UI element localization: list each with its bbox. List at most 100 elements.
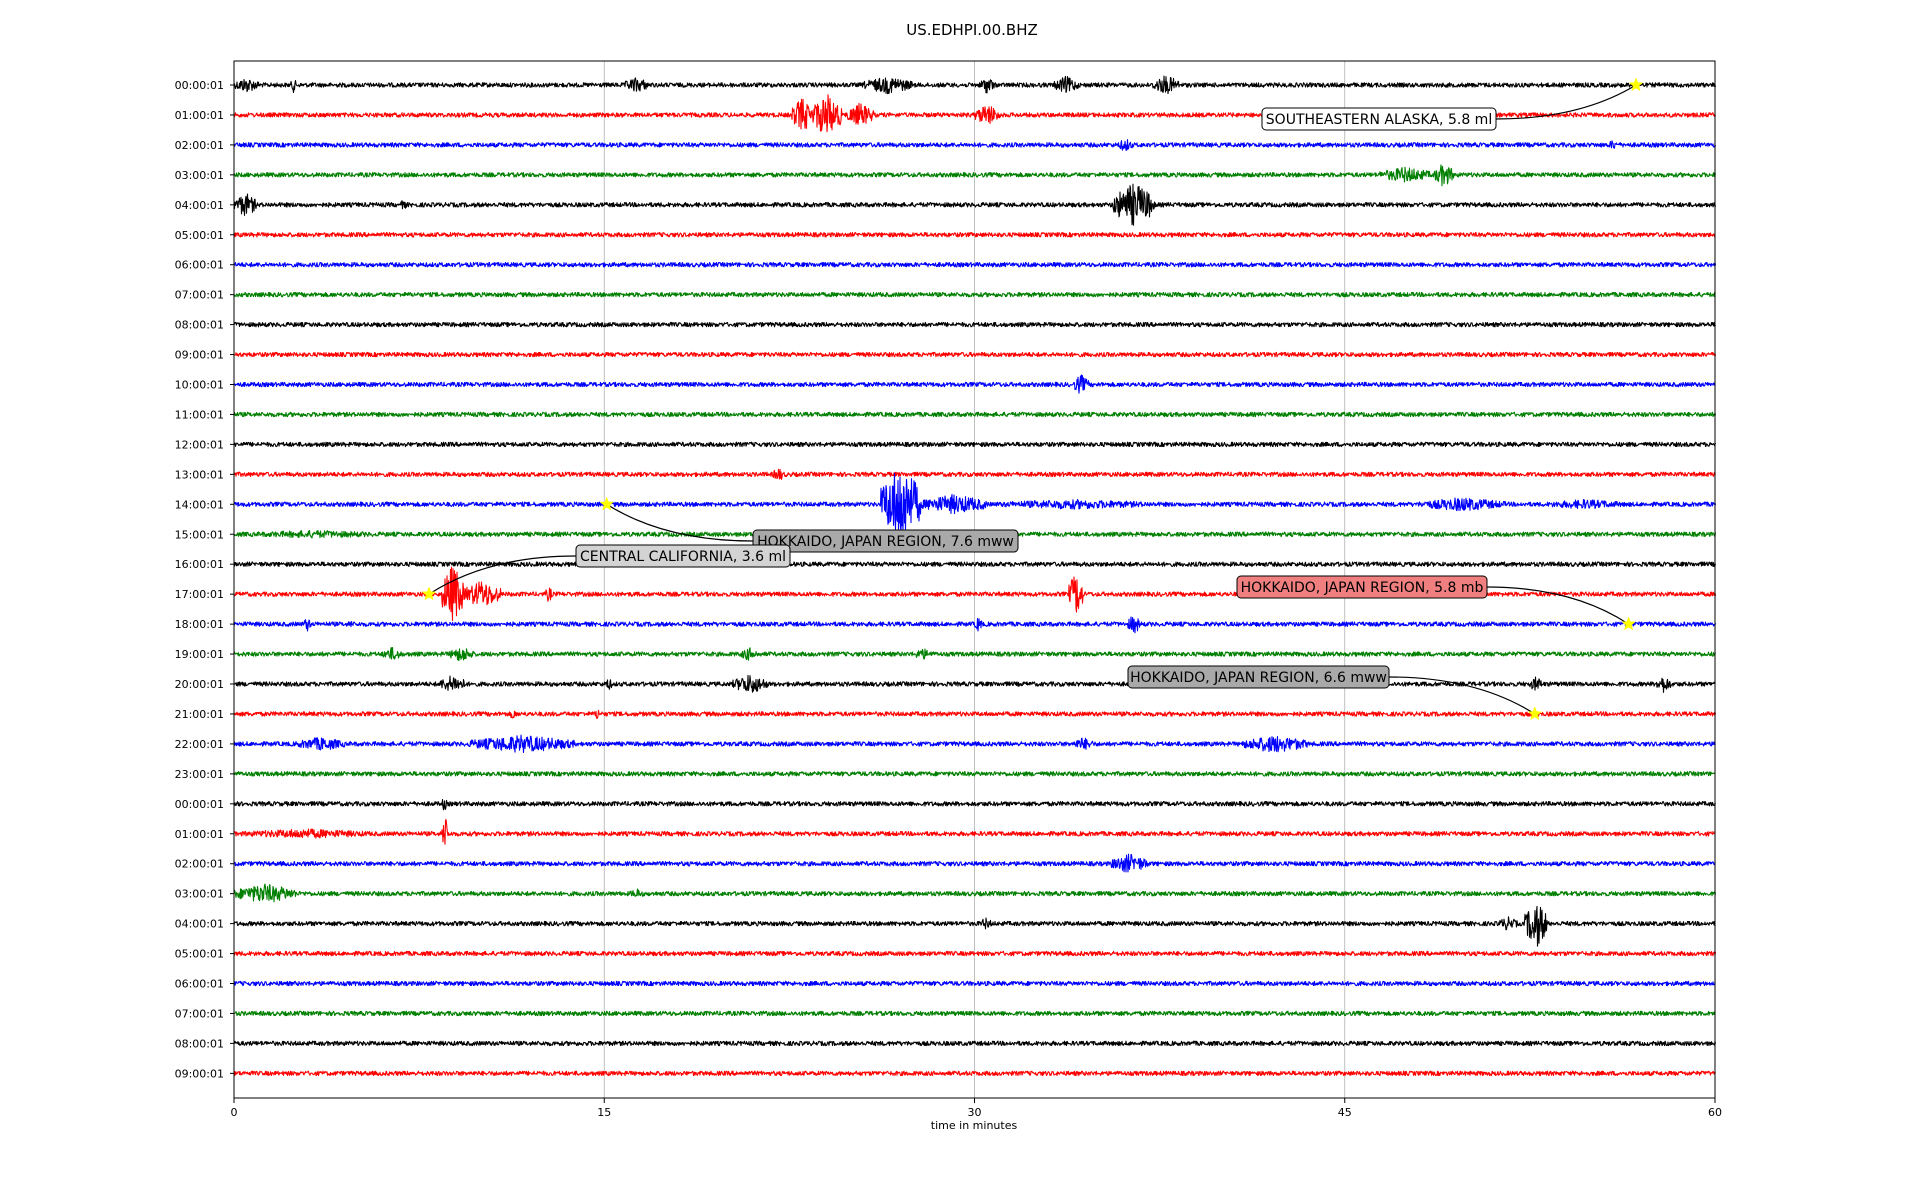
y-tick-label: 06:00:01 [175,978,224,991]
trace-row-16 [233,561,1717,567]
event-star-marker [1527,706,1543,721]
y-tick-label: 10:00:01 [175,379,224,392]
x-tick-label: 0 [231,1106,238,1119]
trace-row-29 [233,950,1717,957]
y-tick-label: 21:00:01 [175,708,224,721]
y-tick-label: 09:00:01 [175,349,224,362]
trace-row-2 [233,139,1717,151]
event-connector [428,555,577,595]
trace-row-22 [233,734,1716,754]
event-label: HOKKAIDO, JAPAN REGION, 5.8 mb [1241,580,1484,596]
event-label: SOUTHEASTERN ALASKA, 5.8 ml [1266,112,1492,128]
y-tick-label: 07:00:01 [175,1007,224,1020]
event-annotation: HOKKAIDO, JAPAN REGION, 5.8 mb [1236,575,1636,631]
y-tick-label: 18:00:01 [175,618,224,631]
x-axis-label: time in minutes [931,1119,1018,1132]
y-tick-label: 13:00:01 [175,468,224,481]
y-tick-label: 09:00:01 [175,1067,224,1080]
y-tick-label: 07:00:01 [175,289,224,302]
trace-row-18 [233,616,1717,634]
x-tick-labels: 0 15 30 45 60 [231,1098,1722,1119]
x-tick-label: 45 [1338,1106,1352,1119]
event-star-marker [421,586,437,601]
trace-row-13 [233,468,1716,480]
trace-row-20 [233,674,1716,693]
event-label: HOKKAIDO, JAPAN REGION, 6.6 mww [1130,670,1387,686]
y-tick-label: 14:00:01 [175,498,224,511]
event-star-marker [1628,77,1644,92]
trace-row-25 [233,818,1716,845]
trace-row-5 [233,232,1716,238]
y-tick-label: 16:00:01 [175,558,224,571]
event-label: HOKKAIDO, JAPAN REGION, 7.6 mww [757,534,1014,550]
trace-row-8 [233,321,1716,328]
event-annotation: HOKKAIDO, JAPAN REGION, 7.6 mww [599,496,1019,553]
x-tick-label: 30 [968,1106,982,1119]
y-tick-label: 11:00:01 [175,408,224,421]
y-tick-label: 05:00:01 [175,229,224,242]
trace-row-24 [233,798,1717,811]
event-annotation: HOKKAIDO, JAPAN REGION, 6.6 mww [1127,665,1543,721]
trace-row-19 [233,647,1717,661]
trace-row-10 [233,374,1716,394]
trace-row-28 [233,905,1716,947]
trace-row-23 [233,771,1716,777]
x-tick-label: 15 [597,1106,611,1119]
y-tick-label: 15:00:01 [175,528,224,541]
event-label-box [752,529,1019,553]
trace-row-6 [233,261,1717,268]
event-connector [1495,84,1637,120]
trace-row-27 [233,883,1717,903]
y-tick-label: 03:00:01 [175,888,224,901]
event-star-marker [599,496,615,511]
y-tick-label: 00:00:01 [175,798,224,811]
x-tick-label: 60 [1708,1106,1722,1119]
event-connector [1388,676,1536,715]
y-tick-label: 17:00:01 [175,588,224,601]
trace-row-14 [233,472,1717,531]
y-tick-label: 02:00:01 [175,858,224,871]
trace-row-30 [233,980,1716,987]
trace-row-4 [233,183,1717,226]
event-star-marker [1621,616,1636,631]
y-tick-label: 12:00:01 [175,438,224,451]
y-tick-label: 22:00:01 [175,738,224,751]
traces [233,75,1717,1077]
trace-row-26 [233,853,1716,873]
event-annotation: SOUTHEASTERN ALASKA, 5.8 ml [1261,77,1644,131]
trace-row-31 [233,1010,1716,1017]
trace-row-3 [233,164,1717,187]
y-tick-labels: 00:00:01 01:00:01 02:00:01 03:00:01 04:00:01… [175,79,234,1080]
trace-row-12 [233,441,1717,448]
event-label-box [1261,107,1497,131]
y-tick-label: 05:00:01 [175,948,224,961]
y-tick-label: 04:00:01 [175,199,224,212]
event-annotations: SOUTHEASTERN ALASKA, 5.8 ml HOKKAIDO, JAP… [421,77,1644,721]
y-tick-label: 00:00:01 [175,79,224,92]
y-tick-label: 06:00:01 [175,259,224,272]
trace-row-33 [233,1070,1716,1077]
trace-row-7 [233,291,1716,298]
trace-row-9 [233,351,1717,358]
y-tick-label: 08:00:01 [175,319,224,332]
trace-row-0 [233,75,1717,95]
y-tick-label: 19:00:01 [175,648,224,661]
y-tick-label: 03:00:01 [175,169,224,182]
event-label-box [575,544,791,568]
event-annotation: CENTRAL CALIFORNIA, 3.6 ml [421,544,791,601]
y-tick-label: 20:00:01 [175,678,224,691]
trace-row-21 [233,709,1717,720]
y-tick-label: 01:00:01 [175,109,224,122]
trace-row-32 [233,1040,1717,1047]
y-tick-label: 08:00:01 [175,1037,224,1050]
y-tick-label: 02:00:01 [175,139,224,152]
y-tick-label: 23:00:01 [175,768,224,781]
y-tick-label: 04:00:01 [175,918,224,931]
event-label-box [1236,575,1488,599]
event-label-box [1127,665,1390,689]
chart-title: US.EDHPI.00.BHZ [906,21,1038,39]
event-connector [1486,586,1629,625]
grid-lines [603,61,1346,1098]
trace-row-11 [233,411,1717,418]
